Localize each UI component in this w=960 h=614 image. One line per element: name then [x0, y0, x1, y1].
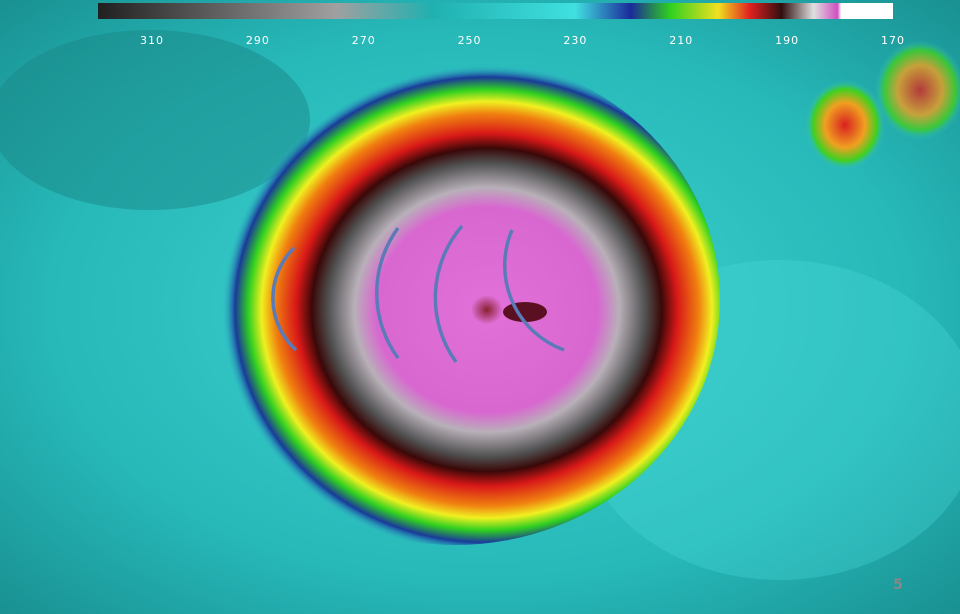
colorbar-tick-label: 170	[881, 34, 905, 47]
colorbar-tick-label: 190	[775, 34, 799, 47]
storm-cell	[805, 80, 885, 170]
colorbar-tick-label: 230	[563, 34, 587, 47]
colorbar-tick-label: 310	[140, 34, 164, 47]
colorbar	[98, 3, 893, 19]
colorbar-tick-label: 290	[246, 34, 270, 47]
wave-arcs	[271, 224, 565, 364]
colorbar-tick-label: 250	[458, 34, 482, 47]
arc	[433, 224, 464, 364]
frame-label: 5	[893, 577, 903, 593]
colorbar-tick-label: 210	[669, 34, 693, 47]
eye	[503, 302, 547, 322]
arc	[503, 229, 565, 352]
arc	[374, 226, 400, 360]
storm-cell	[875, 40, 960, 140]
storm	[190, 55, 720, 545]
cloud-area	[0, 30, 310, 210]
arc	[271, 246, 298, 352]
colorbar-ticks: 310 290 270 250 230 210 190 170	[140, 34, 905, 47]
colorbar-tick-label: 270	[352, 34, 376, 47]
